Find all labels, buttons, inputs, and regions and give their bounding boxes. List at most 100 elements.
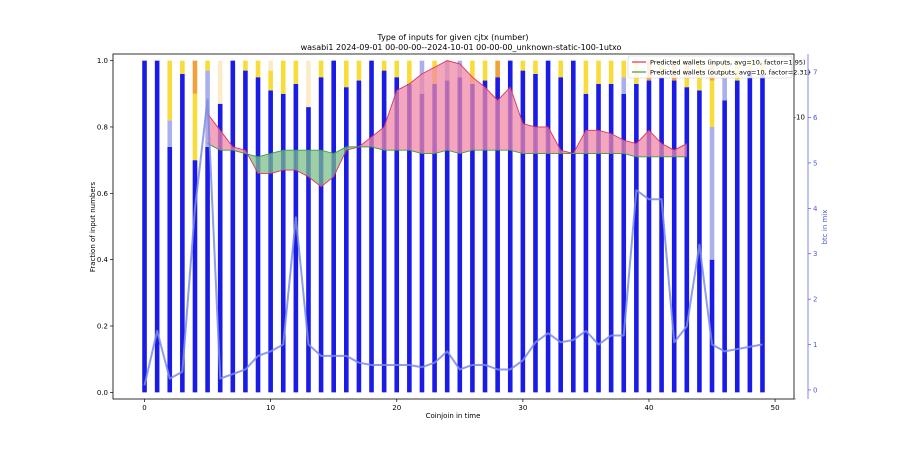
bar-yellow-45 [709, 80, 715, 127]
y-right-tick-label-2: 2 [813, 296, 817, 304]
x-tick-label-50: 50 [771, 404, 780, 412]
y-tick-label-0.2: 0.2 [97, 323, 108, 331]
bar-yellow-17 [356, 60, 362, 81]
wallet-diff-area-33 [623, 140, 637, 157]
x-tick-label-0: 0 [142, 404, 146, 412]
y-axis-label: Fraction of input numbers [89, 181, 97, 272]
y-right-tick-label-4: 4 [813, 205, 818, 213]
secondary-right-tick-label: 10 [796, 114, 805, 122]
wallet-diff-area-31 [598, 130, 612, 154]
bar-remix-45 [709, 126, 715, 260]
bar-fresh-15 [331, 60, 336, 393]
bar-fresh-49 [760, 73, 765, 393]
wallet-diff-area-17 [421, 67, 435, 154]
y-tick-label-0.4: 0.4 [97, 256, 109, 264]
bar-fresh-8 [243, 70, 248, 393]
wallet-diff-area-23 [497, 87, 511, 151]
bar-yellow-38 [621, 60, 627, 78]
wallet-diff-area-16 [409, 73, 422, 154]
x-axis-label: Coinjoin in time [426, 412, 481, 420]
bar-remix-46 [722, 77, 727, 101]
bar-fresh-11 [280, 93, 286, 393]
bar-yellow-19 [381, 60, 387, 71]
y-right-tick-label-3: 3 [813, 250, 817, 258]
wallet-diff-area-18 [434, 60, 448, 154]
bar-yellow-10 [268, 70, 273, 91]
bar-fresh-26 [470, 83, 475, 393]
bar-fresh-18 [369, 60, 374, 393]
wallet-diff-area-7 [295, 150, 309, 177]
bar-yellow-30 [520, 60, 526, 71]
bar-fresh-22 [419, 93, 425, 393]
wallet-diff-area-22 [485, 87, 498, 151]
bar-fresh-21 [407, 83, 412, 393]
bar-yellow-16 [344, 60, 349, 88]
bar-yellow-14 [318, 60, 324, 78]
bar-fresh-7 [230, 60, 236, 393]
bar-remix-2 [167, 120, 173, 147]
bar-fresh-20 [394, 77, 400, 393]
y-right-tick-label-6: 6 [813, 114, 818, 122]
wallet-diff-area-5 [270, 150, 284, 174]
bar-yellow-35 [583, 60, 589, 94]
y-tick-label-0.0: 0.0 [97, 389, 108, 397]
y-tick-label-0.6: 0.6 [97, 190, 109, 198]
bar-fresh-23 [432, 83, 437, 393]
chart-title: Type of inputs for given cjtx (number) [376, 33, 528, 42]
bar-fresh-5 [205, 146, 210, 393]
bar-yellow-26 [470, 60, 475, 84]
predicted-inputs-line [207, 60, 688, 188]
bar-yellow-31 [533, 60, 538, 74]
bar-fresh-2 [167, 146, 173, 393]
bar-yellow-37 [608, 60, 614, 84]
wallet-diff-area-9 [321, 150, 334, 187]
bar-yellow-11 [280, 60, 286, 94]
bar-fresh-3 [180, 73, 185, 393]
bar-cream-6 [217, 60, 223, 104]
bar-fresh-42 [671, 80, 677, 393]
wallet-diff-area-35 [648, 130, 662, 157]
bar-fresh-34 [571, 60, 576, 393]
bar-fresh-37 [608, 83, 614, 393]
y-right-tick-label-7: 7 [813, 69, 817, 77]
y-right-tick-label-1: 1 [813, 341, 817, 349]
bar-fresh-0 [142, 60, 147, 393]
legend-inputs-label: Predicted wallets (inputs, avg=10, facto… [650, 59, 806, 67]
y-tick-label-1.0: 1.0 [97, 57, 108, 65]
legend-box [627, 55, 793, 79]
bar-yellow-9 [255, 60, 261, 78]
wallet-diff-area-1 [220, 130, 233, 151]
bar-fresh-38 [621, 93, 627, 393]
wallet-diff-area-32 [611, 133, 624, 154]
bar-fresh-48 [747, 70, 753, 393]
bar-fresh-6 [217, 103, 223, 393]
bar-fresh-35 [583, 93, 589, 393]
bar-yellow-3 [180, 60, 185, 74]
bar-yellow-20 [394, 60, 400, 78]
bar-fresh-19 [381, 70, 387, 393]
bar-yellow-12 [293, 60, 299, 84]
wallet-diff-area-24 [510, 87, 523, 154]
plot-frame [112, 53, 795, 400]
bar-fresh-40 [646, 80, 652, 393]
bar-yellow-8 [243, 60, 248, 71]
wallet-diff-area-19 [447, 60, 460, 154]
plot-area: 0 10 20 30 40 50 0.0 0.2 0.4 0.6 0.8 1.0 0 1 2 3 4 5 6 7 10 [97, 54, 818, 412]
bar-fresh-27 [482, 80, 488, 393]
bar-orange-4 [192, 60, 198, 94]
wallet-diff-area-13 [371, 126, 385, 151]
bar-fresh-41 [659, 77, 664, 393]
bar-fresh-16 [344, 87, 349, 393]
x-tick-label-20: 20 [392, 404, 401, 412]
bar-yellow-2 [167, 60, 173, 121]
wallet-diff-area-26 [535, 126, 549, 154]
wallet-diff-area-4 [258, 153, 271, 174]
legend: Predicted wallets (inputs, avg=10, facto… [627, 55, 810, 79]
wallet-diff-area-0 [207, 113, 221, 151]
wallet-diff-area-34 [636, 130, 649, 157]
y-right-axis-label: btc in mix [821, 210, 829, 245]
bar-fresh-31 [533, 73, 538, 393]
bar-fresh-13 [306, 107, 311, 393]
wallet-diff-area-2 [232, 146, 246, 154]
